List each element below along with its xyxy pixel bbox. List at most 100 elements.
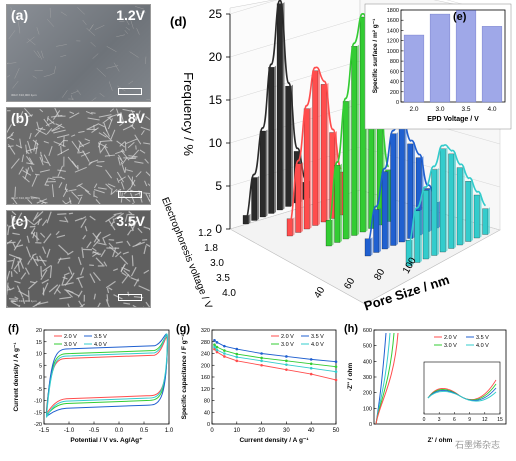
panel-label-e: (e) [453, 11, 467, 23]
y-tick-label: -15 [34, 410, 42, 416]
sem-flake [18, 291, 28, 297]
histogram-bar-side [396, 132, 398, 245]
capacitance-point [260, 352, 263, 355]
sem-flake [94, 184, 96, 188]
sem-flake [27, 37, 35, 43]
histogram-bar [352, 46, 358, 235]
y-tick-label: 600 [390, 69, 399, 75]
capacitance-point [335, 360, 338, 363]
sem-flake [75, 218, 82, 221]
histogram-bar-side [437, 168, 439, 256]
x-tick-label: 2.0 [409, 106, 418, 113]
sem-flake [61, 12, 67, 16]
sem-flake [6, 271, 9, 282]
histogram-bar [286, 86, 292, 206]
voltage-label-a: 1.2V [116, 7, 145, 23]
x-tick-label: 30 [283, 428, 290, 434]
legend-label: 2.0 V [281, 334, 294, 340]
histogram-bar [313, 71, 319, 226]
surface-area-bar [482, 26, 502, 102]
y-tick-label: 5 [39, 363, 42, 369]
sem-flake [15, 68, 20, 78]
panel-label-b: (b) [11, 110, 29, 126]
y-tick-label: -5 [37, 387, 42, 393]
sem-flake [78, 185, 89, 192]
histogram-bar [343, 101, 349, 239]
sem-flake [85, 226, 87, 231]
sem-flake [14, 281, 20, 283]
z-axis-label: Frequency / % [181, 72, 196, 156]
histogram-bar-side [471, 180, 473, 242]
sem-flake [110, 109, 113, 112]
sem-flake [100, 93, 105, 96]
inset-x-tick-label: 15 [497, 417, 503, 423]
sem-flake [40, 233, 44, 237]
panel-label-a: (a) [11, 7, 28, 23]
panel-label-c: (c) [11, 213, 28, 229]
histogram-bar-side [257, 176, 259, 221]
sem-flake [94, 189, 105, 192]
y-tick-label: 800 [390, 59, 399, 65]
y-tick-label: -10 [34, 399, 42, 405]
sem-flake [77, 90, 81, 95]
sem-flake [126, 27, 130, 30]
sem-flake [47, 128, 52, 134]
x-axis-label: Z' / ohm [428, 437, 453, 444]
sem-flake [128, 230, 132, 235]
sem-flake [31, 232, 39, 240]
sem-flake [64, 273, 70, 275]
sem-flake [30, 133, 32, 139]
histogram-bar [449, 154, 455, 249]
y-axis-label: -Z'' / ohm [347, 363, 354, 392]
sem-flake [144, 270, 149, 273]
sem-flake [42, 220, 47, 226]
sem-flake [27, 236, 29, 243]
pore-size-tick-label: 40 [312, 285, 327, 301]
histogram-bar [326, 220, 332, 246]
y-tick-label: 200 [201, 363, 210, 369]
sem-flake [114, 63, 119, 72]
sem-flake [145, 116, 151, 123]
sem-flake [90, 216, 96, 220]
x-tick-label: 20 [258, 428, 265, 434]
sem-flake [125, 30, 128, 34]
histogram-bar [440, 149, 446, 252]
sem-flake [95, 25, 104, 29]
sem-flake [92, 248, 96, 251]
sem-flake [34, 260, 46, 261]
capacitance-point [216, 346, 219, 349]
sem-flake [51, 124, 62, 131]
histogram-bar [483, 209, 489, 235]
sem-flake [98, 188, 107, 189]
sem-flake [47, 19, 54, 26]
capacitance-point [310, 362, 313, 365]
sem-flake [12, 233, 19, 234]
sem-flake [45, 178, 48, 185]
sem-image-b: (b) 1.8V 30kV X10,000 1µm [6, 107, 151, 205]
scale-bar-a [118, 88, 142, 95]
capacitance-point [236, 353, 239, 356]
y-tick-label: 1400 [387, 28, 399, 34]
sem-flake [87, 28, 95, 35]
sem-flake [21, 273, 26, 280]
sem-flake [6, 75, 10, 80]
panel-label-g: (g) [176, 323, 190, 335]
sem-flake [7, 283, 8, 295]
sem-flake [89, 97, 97, 102]
histogram-bar-side [405, 120, 407, 242]
inset-x-tick-label: 6 [453, 417, 456, 423]
sem-flake [28, 261, 30, 265]
sem-flake [31, 166, 34, 172]
panel-label-d: (d) [170, 14, 187, 29]
y-tick-label: 500 [363, 344, 372, 350]
x-tick-label: -1.5 [39, 428, 50, 434]
histogram-bar [252, 178, 258, 221]
sem-flake [59, 297, 71, 299]
sem-flake [50, 265, 51, 278]
sem-flake [75, 167, 87, 172]
y-tick-label: 160 [201, 375, 210, 381]
histogram-bar [432, 170, 438, 256]
sem-flake [54, 66, 56, 74]
sem-flake [96, 165, 102, 166]
sem-flake [90, 274, 95, 283]
